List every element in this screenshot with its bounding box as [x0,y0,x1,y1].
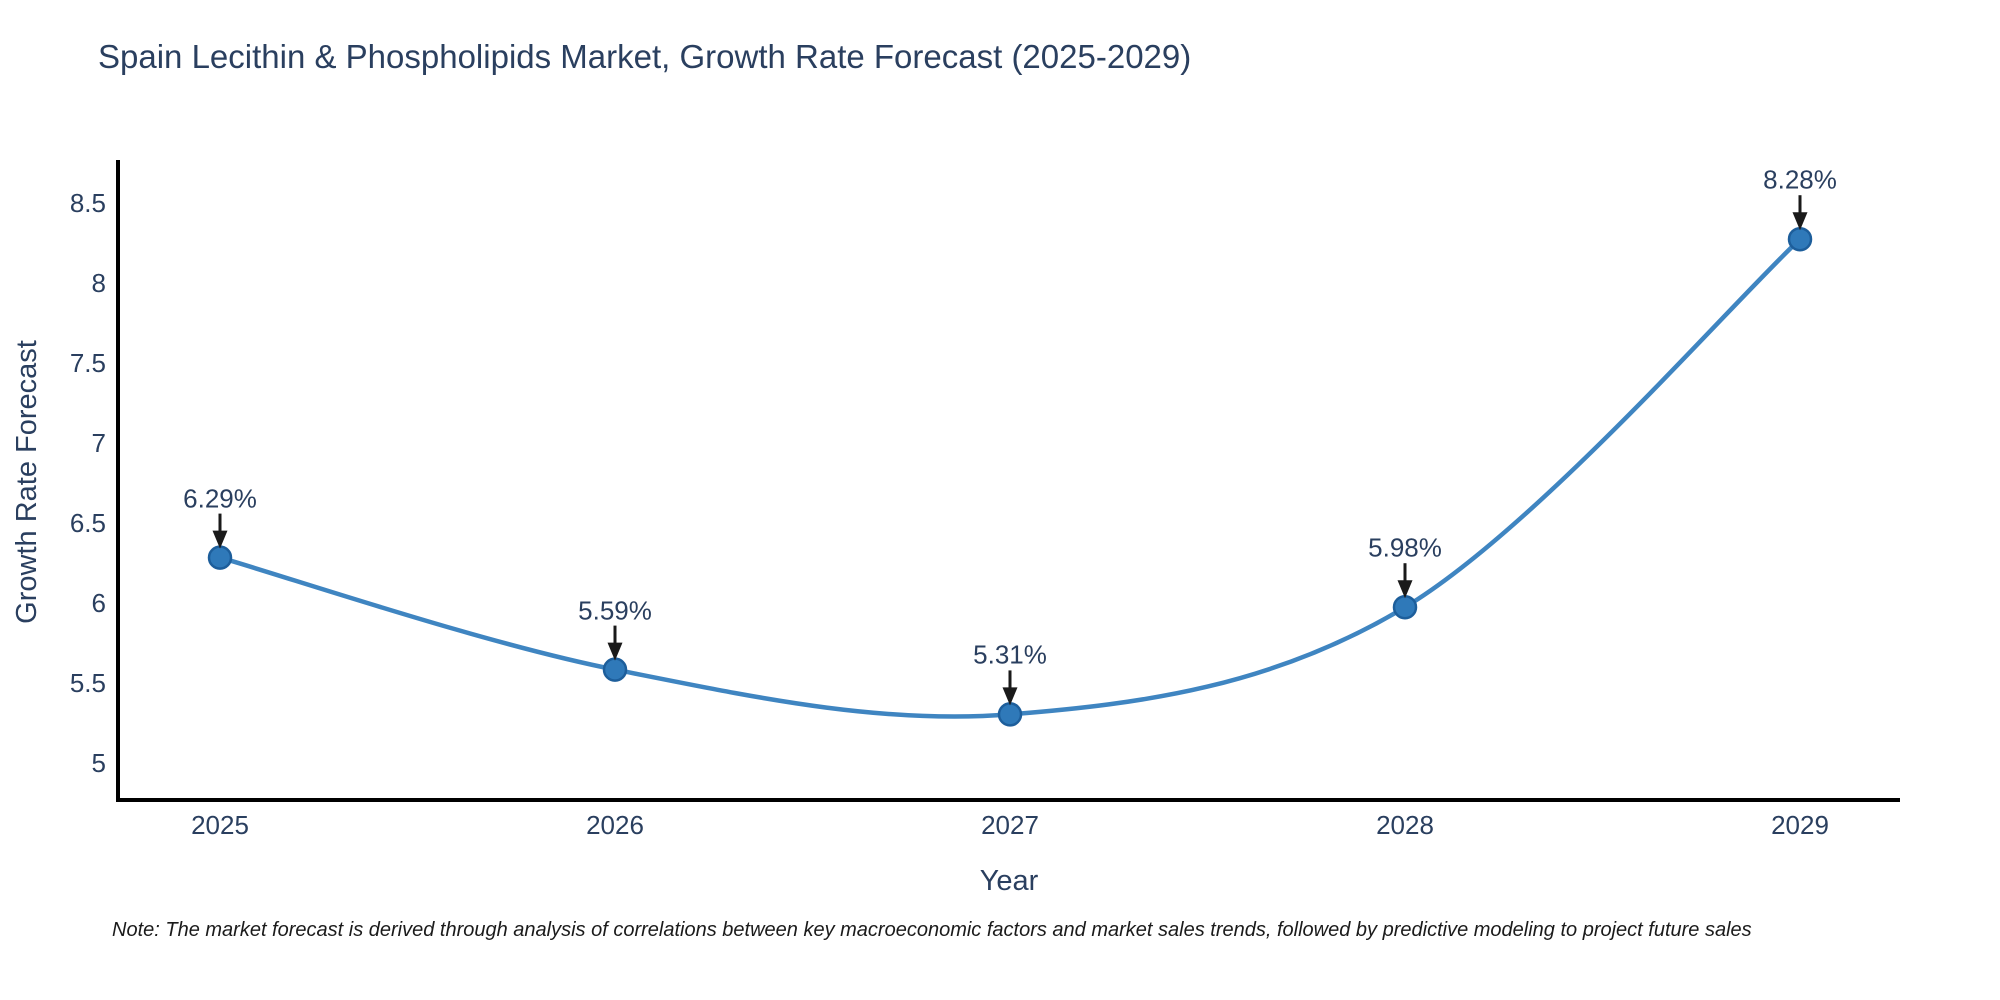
y-tick-label: 5.5 [69,668,106,698]
y-tick-label: 8.5 [69,188,106,218]
y-tick-label: 5 [91,748,106,778]
y-tick-label: 6.5 [69,508,106,538]
y-tick-label: 7 [91,428,106,458]
x-tick-label: 2026 [586,810,644,840]
point-annotation-label: 5.59% [578,595,652,626]
y-tick-label: 6 [91,588,106,618]
annotation-arrow-head [1792,212,1808,231]
footnote: Note: The market forecast is derived thr… [112,919,1752,941]
x-tick-label: 2027 [981,810,1039,840]
x-axis-title: Year [979,865,1039,897]
data-point-marker [207,545,233,570]
y-tick-label: 7.5 [69,348,106,378]
point-annotation-label: 6.29% [183,483,257,514]
annotation-arrow-head [212,530,228,549]
y-tick-label: 8 [91,268,106,298]
chart-title: Spain Lecithin & Phospholipids Market, G… [98,38,1192,75]
data-point-marker [602,657,628,682]
x-tick-label: 2025 [191,810,249,840]
annotation-arrow-head [1397,580,1413,599]
data-point-marker [997,702,1023,727]
data-point-marker [1392,594,1418,620]
annotation-arrow-head [1002,687,1018,706]
point-annotation-label: 5.31% [973,639,1047,670]
x-tick-label: 2028 [1376,810,1434,840]
x-tick-label: 2029 [1771,810,1829,840]
annotation-arrow-head [607,642,623,661]
data-point-marker [1787,226,1813,252]
point-annotation-label: 5.98% [1368,532,1442,563]
point-annotation-label: 8.28% [1763,164,1837,195]
